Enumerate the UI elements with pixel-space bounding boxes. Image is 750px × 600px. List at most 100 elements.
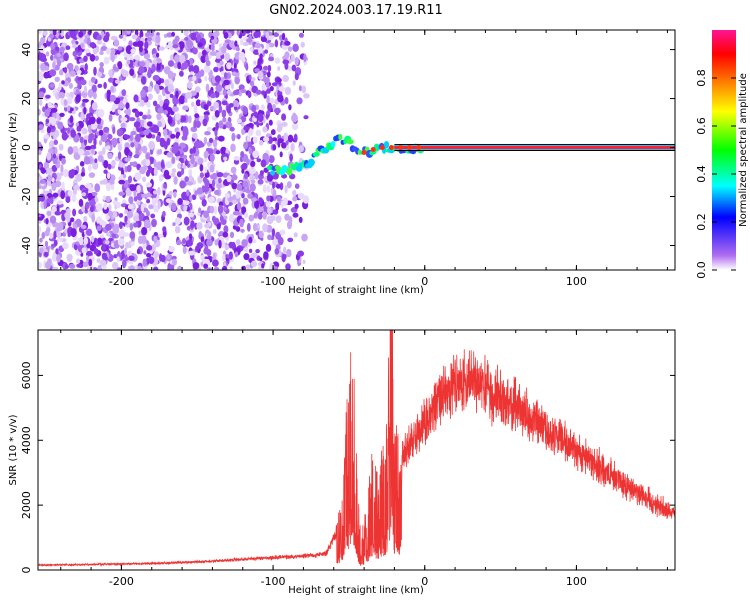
noise-dot [241, 193, 245, 199]
noise-dot [209, 51, 217, 56]
noise-dot [38, 72, 44, 82]
noise-dot [76, 263, 82, 268]
noise-dot [173, 142, 179, 148]
snr-xlabel: Height of straight line (km) [288, 585, 424, 596]
noise-dot [63, 52, 69, 62]
noise-dot [248, 74, 252, 80]
noise-dot [168, 246, 175, 253]
noise-dot [253, 117, 257, 123]
noise-dot [231, 182, 238, 190]
noise-dot [162, 226, 167, 233]
noise-dot [207, 148, 214, 155]
noise-dot [58, 82, 62, 91]
noise-dot [200, 254, 205, 261]
noise-dot [127, 204, 134, 210]
noise-dot [171, 255, 177, 261]
track-blob [270, 170, 275, 176]
noise-dot [204, 172, 210, 178]
noise-dot [186, 181, 194, 186]
track-node [370, 147, 376, 153]
noise-dot [262, 223, 268, 233]
noise-dot [124, 147, 130, 156]
noise-dot [252, 49, 260, 55]
noise-dot [116, 267, 122, 270]
noise-dot [267, 234, 272, 241]
noise-dot [291, 113, 298, 123]
noise-dot [121, 89, 127, 97]
noise-dot [263, 65, 269, 71]
noise-dot [91, 102, 98, 111]
noise-dot [86, 264, 94, 270]
noise-dot [138, 61, 146, 67]
noise-dot [209, 164, 215, 173]
noise-dot [172, 96, 179, 105]
noise-dot [216, 172, 224, 178]
noise-dot [241, 128, 246, 136]
colorbar-tick-label: 0.0 [695, 261, 708, 279]
x-tick-label: -100 [261, 575, 286, 588]
noise-dot [230, 214, 235, 223]
noise-dot [148, 204, 155, 210]
noise-dot [145, 153, 151, 160]
noise-dot [148, 166, 153, 173]
noise-dot [58, 143, 64, 151]
noise-dot [134, 172, 142, 181]
noise-dot [230, 143, 236, 153]
noise-dot [236, 46, 240, 52]
noise-dot [108, 77, 114, 83]
noise-dot [54, 76, 60, 83]
noise-dot [191, 132, 198, 139]
noise-dot [203, 263, 209, 269]
noise-dot [303, 115, 309, 120]
noise-dot [94, 183, 101, 193]
noise-dot [64, 264, 69, 269]
noise-dot [284, 97, 289, 105]
noise-dot [100, 46, 108, 51]
noise-dot [146, 121, 153, 127]
noise-dot [226, 254, 230, 259]
noise-dot [38, 30, 42, 35]
noise-dot [110, 184, 115, 191]
noise-dot [188, 64, 194, 73]
noise-dot [46, 126, 52, 134]
noise-dot [248, 248, 253, 253]
colorbar-label: Normalized spectral amplitude [738, 73, 749, 227]
noise-dot [133, 222, 139, 228]
noise-dot [291, 123, 299, 131]
noise-dot [76, 125, 81, 132]
noise-dot [106, 172, 111, 179]
noise-dot [38, 124, 44, 130]
noise-dot [234, 251, 239, 258]
noise-dot [119, 221, 123, 229]
noise-dot [242, 41, 249, 47]
noise-dot [287, 46, 293, 52]
noise-dot [73, 184, 80, 190]
noise-dot [297, 192, 305, 200]
noise-dot [250, 252, 258, 259]
noise-dot [102, 178, 108, 185]
noise-dot [254, 200, 260, 209]
noise-dot [75, 88, 80, 95]
x-tick-label: 0 [421, 275, 428, 288]
noise-dot [224, 52, 231, 62]
noise-dot [67, 146, 74, 155]
noise-dot [43, 161, 50, 171]
noise-dot [70, 129, 76, 138]
noise-dot [67, 232, 71, 238]
noise-dot [222, 253, 226, 262]
noise-dot [169, 93, 174, 98]
noise-dot [91, 213, 95, 223]
noise-dot [265, 82, 270, 88]
noise-dot [56, 254, 61, 263]
noise-dot [200, 55, 207, 64]
noise-dot [97, 238, 103, 246]
noise-dot [245, 63, 249, 71]
noise-dot [239, 218, 245, 228]
noise-dot [147, 108, 151, 115]
noise-dot [99, 218, 104, 226]
noise-dot [45, 94, 51, 99]
noise-dot [163, 169, 170, 178]
track-blob [307, 158, 315, 167]
noise-dot [258, 230, 264, 239]
